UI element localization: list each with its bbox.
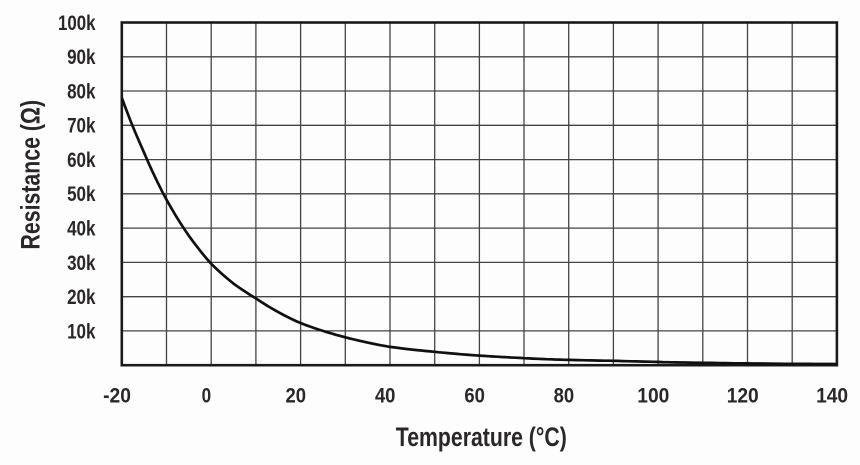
svg-text:30k: 30k: [67, 251, 95, 275]
svg-text:-20: -20: [103, 383, 131, 407]
svg-text:60k: 60k: [67, 148, 95, 172]
svg-text:20k: 20k: [67, 285, 95, 309]
svg-text:140: 140: [816, 383, 848, 407]
svg-text:Resistance (Ω): Resistance (Ω): [16, 100, 46, 250]
svg-text:60: 60: [464, 383, 485, 407]
svg-text:100k: 100k: [58, 11, 96, 35]
svg-text:10k: 10k: [67, 319, 95, 343]
svg-text:40k: 40k: [67, 217, 95, 241]
svg-text:120: 120: [727, 383, 759, 407]
svg-text:70k: 70k: [67, 114, 95, 138]
svg-text:0: 0: [202, 383, 212, 407]
svg-text:50k: 50k: [67, 182, 95, 206]
svg-text:90k: 90k: [67, 45, 95, 69]
svg-text:Temperature (°C): Temperature (°C): [396, 422, 567, 452]
svg-text:80: 80: [554, 383, 575, 407]
svg-text:80k: 80k: [67, 79, 95, 103]
svg-text:100: 100: [637, 383, 669, 407]
svg-text:20: 20: [286, 383, 307, 407]
svg-text:40: 40: [375, 383, 396, 407]
